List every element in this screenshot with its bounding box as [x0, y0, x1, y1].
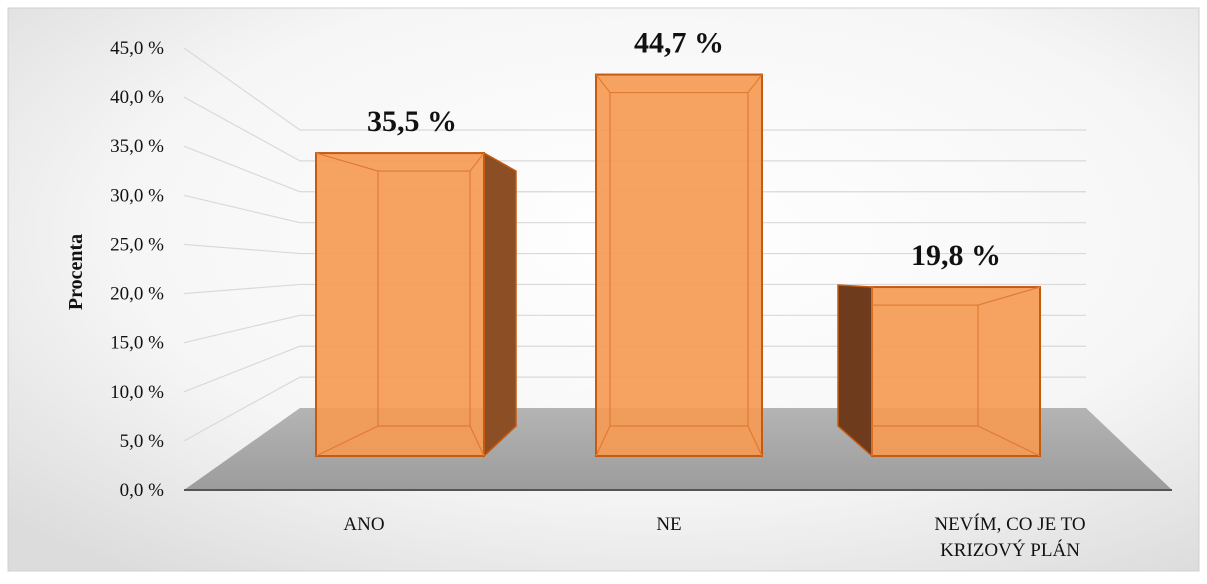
- y-tick-label: 30,0 %: [110, 185, 164, 206]
- gridline-diagonal: [183, 194, 301, 224]
- bar-depth-edge: [315, 152, 379, 172]
- x-category-label: NEVÍM, CO JE TO: [934, 513, 1085, 535]
- x-category-label: KRIZOVÝ PLÁN: [940, 539, 1080, 561]
- y-tick-label: 20,0 %: [110, 284, 164, 305]
- data-label: 19,8 %: [911, 239, 1001, 272]
- bar-front-face: [315, 152, 485, 457]
- gridline-diagonal: [183, 47, 301, 131]
- y-tick-label: 40,0 %: [110, 87, 164, 108]
- bar-depth-edge: [747, 74, 763, 93]
- bar-1: [315, 151, 517, 458]
- data-label: 44,7 %: [634, 27, 724, 60]
- bar-depth-edge: [977, 286, 1041, 306]
- y-axis-title: Procenta: [65, 234, 87, 310]
- gridline-diagonal: [183, 96, 301, 162]
- bar-side-face: [837, 284, 873, 458]
- bar-depth-edge: [977, 425, 1041, 457]
- data-label: 35,5 %: [367, 105, 457, 138]
- gridline-diagonal: [183, 376, 301, 442]
- x-category-label: NE: [656, 514, 681, 535]
- bar-depth-edge: [469, 152, 485, 172]
- gridline-diagonal: [183, 145, 301, 193]
- y-tick-label: 0,0 %: [120, 480, 165, 501]
- y-tick-label: 35,0 %: [110, 136, 164, 157]
- gridline-diagonal: [183, 243, 301, 255]
- gridline-diagonal: [183, 345, 301, 393]
- y-tick-label: 25,0 %: [110, 234, 164, 255]
- gridline-diagonal: [183, 314, 301, 344]
- bar-2: [595, 73, 763, 457]
- bar-depth-edge: [469, 425, 485, 457]
- bar-3: [837, 284, 1041, 458]
- y-tick-label: 45,0 %: [110, 38, 164, 59]
- x-category-label: ANO: [343, 514, 384, 535]
- bar-front-face: [871, 286, 1041, 458]
- y-tick-label: 10,0 %: [110, 382, 164, 403]
- y-tick-label: 5,0 %: [120, 431, 165, 452]
- bar-depth-edge: [595, 74, 611, 93]
- y-tick-label: 15,0 %: [110, 333, 164, 354]
- bar-depth-edge: [315, 425, 379, 457]
- bar-depth-edge: [747, 425, 763, 457]
- bar-front-face: [595, 73, 763, 457]
- bar-depth-edge: [595, 425, 611, 457]
- gridline-diagonal: [183, 283, 301, 295]
- bar-side-face: [483, 151, 517, 458]
